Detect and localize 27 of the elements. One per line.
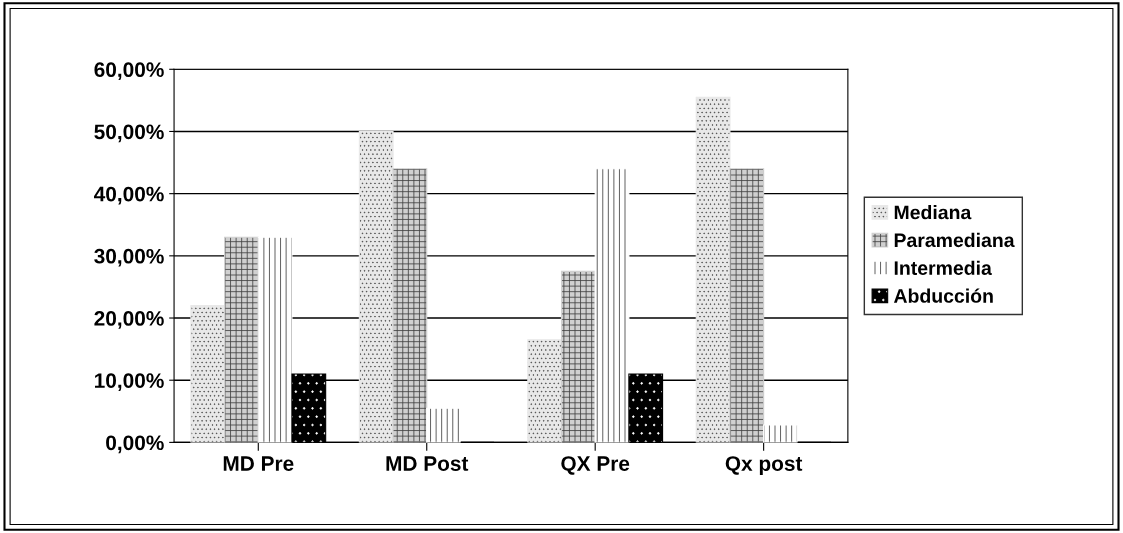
legend-label: Abducción bbox=[893, 288, 993, 303]
bar bbox=[560, 270, 596, 443]
bar bbox=[257, 236, 293, 443]
legend-label: Mediana bbox=[894, 205, 972, 220]
bar bbox=[527, 339, 563, 443]
y-tick-label: 60,00% bbox=[94, 62, 164, 81]
y-tick-label: 10,00% bbox=[95, 373, 164, 391]
x-tick-label: MD Pre bbox=[223, 456, 294, 471]
legend-label: Paramediana bbox=[894, 232, 1015, 248]
bar bbox=[426, 407, 461, 443]
bar bbox=[392, 168, 428, 443]
x-tick-label: QX Pre bbox=[561, 456, 630, 475]
bar bbox=[695, 96, 731, 443]
bar bbox=[763, 424, 798, 443]
legend-label: Intermedia bbox=[894, 260, 992, 275]
y-tick-label: 0,00% bbox=[106, 435, 164, 454]
bar bbox=[358, 130, 394, 443]
x-tick-label: MD Post bbox=[386, 456, 469, 471]
y-tick-label: 40,00% bbox=[94, 186, 164, 205]
bar bbox=[594, 168, 630, 443]
bar bbox=[224, 236, 259, 443]
bar bbox=[190, 305, 226, 443]
x-tick-label: Qx post bbox=[725, 456, 803, 475]
y-tick-label: 50,00% bbox=[94, 124, 164, 143]
bar bbox=[729, 168, 765, 443]
y-tick-label: 30,00% bbox=[94, 248, 164, 267]
y-tick-label: 20,00% bbox=[94, 311, 164, 329]
